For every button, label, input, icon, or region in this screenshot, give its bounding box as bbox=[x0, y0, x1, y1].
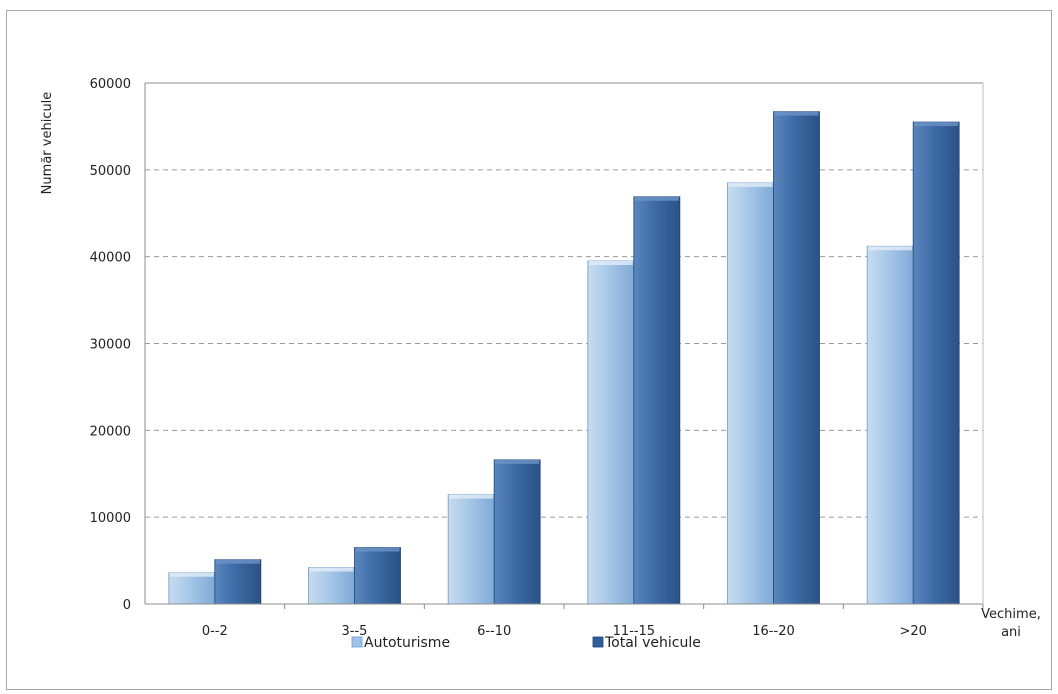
bar-cap-0-0 bbox=[169, 572, 214, 577]
y-tick-label: 50000 bbox=[90, 164, 131, 179]
bar-autoturisme-3 bbox=[587, 260, 635, 605]
bar-autoturisme-2 bbox=[447, 494, 495, 605]
y-tick-label: 30000 bbox=[90, 338, 131, 353]
legend-swatch-autoturisme bbox=[351, 636, 363, 648]
bar-cap-1-0 bbox=[215, 559, 260, 564]
bar-chart: 0 10000 20000 30000 40000 50000 60000 0--2 3--5 6… bbox=[40, 77, 1041, 651]
x-tick-label: 0--2 bbox=[202, 624, 228, 639]
legend-label-autoturisme: Autoturisme bbox=[364, 635, 450, 651]
bar-cap-0-3 bbox=[588, 261, 633, 266]
y-tick-label: 60000 bbox=[90, 77, 131, 92]
bar-cap-0-5 bbox=[868, 246, 913, 251]
y-tick-label: 20000 bbox=[90, 424, 131, 439]
y-tick-label: 40000 bbox=[90, 251, 131, 266]
bar-cap-0-4 bbox=[728, 182, 773, 187]
legend-swatch-total-vehicule bbox=[592, 636, 604, 648]
bar-cap-1-3 bbox=[634, 196, 679, 201]
x-axis-title-line: ani bbox=[1001, 625, 1021, 640]
x-tick-label: 6--10 bbox=[477, 624, 511, 639]
bar-cap-1-2 bbox=[495, 459, 540, 464]
x-axis-title-line: Vechime, bbox=[981, 607, 1041, 622]
bar-cap-0-2 bbox=[449, 494, 494, 499]
bar-cap-0-1 bbox=[309, 567, 354, 572]
bar-cap-1-5 bbox=[914, 122, 959, 127]
legend: Autoturisme Total vehicule bbox=[351, 635, 701, 651]
bar-autoturisme-1 bbox=[308, 567, 355, 605]
x-tick-label: 11--15 bbox=[613, 624, 655, 639]
y-axis-title: Număr vehicule bbox=[40, 92, 55, 195]
bar-total-vehicule-5 bbox=[912, 121, 960, 605]
x-tick-label: 16--20 bbox=[752, 624, 794, 639]
x-tick-label: >20 bbox=[899, 624, 926, 639]
bar-total-vehicule-1 bbox=[354, 547, 401, 605]
gridlines bbox=[145, 82, 983, 518]
bar-cap-1-4 bbox=[774, 111, 819, 116]
x-tick-label: 3--5 bbox=[342, 624, 368, 639]
bar-total-vehicule-4 bbox=[773, 111, 820, 605]
bar-cap-1-1 bbox=[355, 547, 400, 552]
y-tick-label: 10000 bbox=[90, 511, 131, 526]
axes bbox=[144, 83, 984, 609]
x-axis-title: Vechime, ani bbox=[981, 607, 1041, 640]
chart-frame: 0 10000 20000 30000 40000 50000 60000 0--2 3--5 6… bbox=[6, 10, 1052, 690]
bar-total-vehicule-3 bbox=[633, 196, 681, 605]
legend-label-total-vehicule: Total vehicule bbox=[604, 635, 701, 651]
y-tick-label: 0 bbox=[123, 598, 131, 613]
bar-total-vehicule-0 bbox=[214, 559, 262, 605]
labels: 0 10000 20000 30000 40000 50000 60000 0--2 3--5 6… bbox=[40, 77, 1041, 640]
bar-autoturisme-5 bbox=[866, 245, 914, 605]
bar-autoturisme-0 bbox=[168, 572, 216, 605]
bars bbox=[168, 111, 960, 605]
bar-autoturisme-4 bbox=[727, 182, 774, 605]
bar-total-vehicule-2 bbox=[493, 459, 541, 605]
